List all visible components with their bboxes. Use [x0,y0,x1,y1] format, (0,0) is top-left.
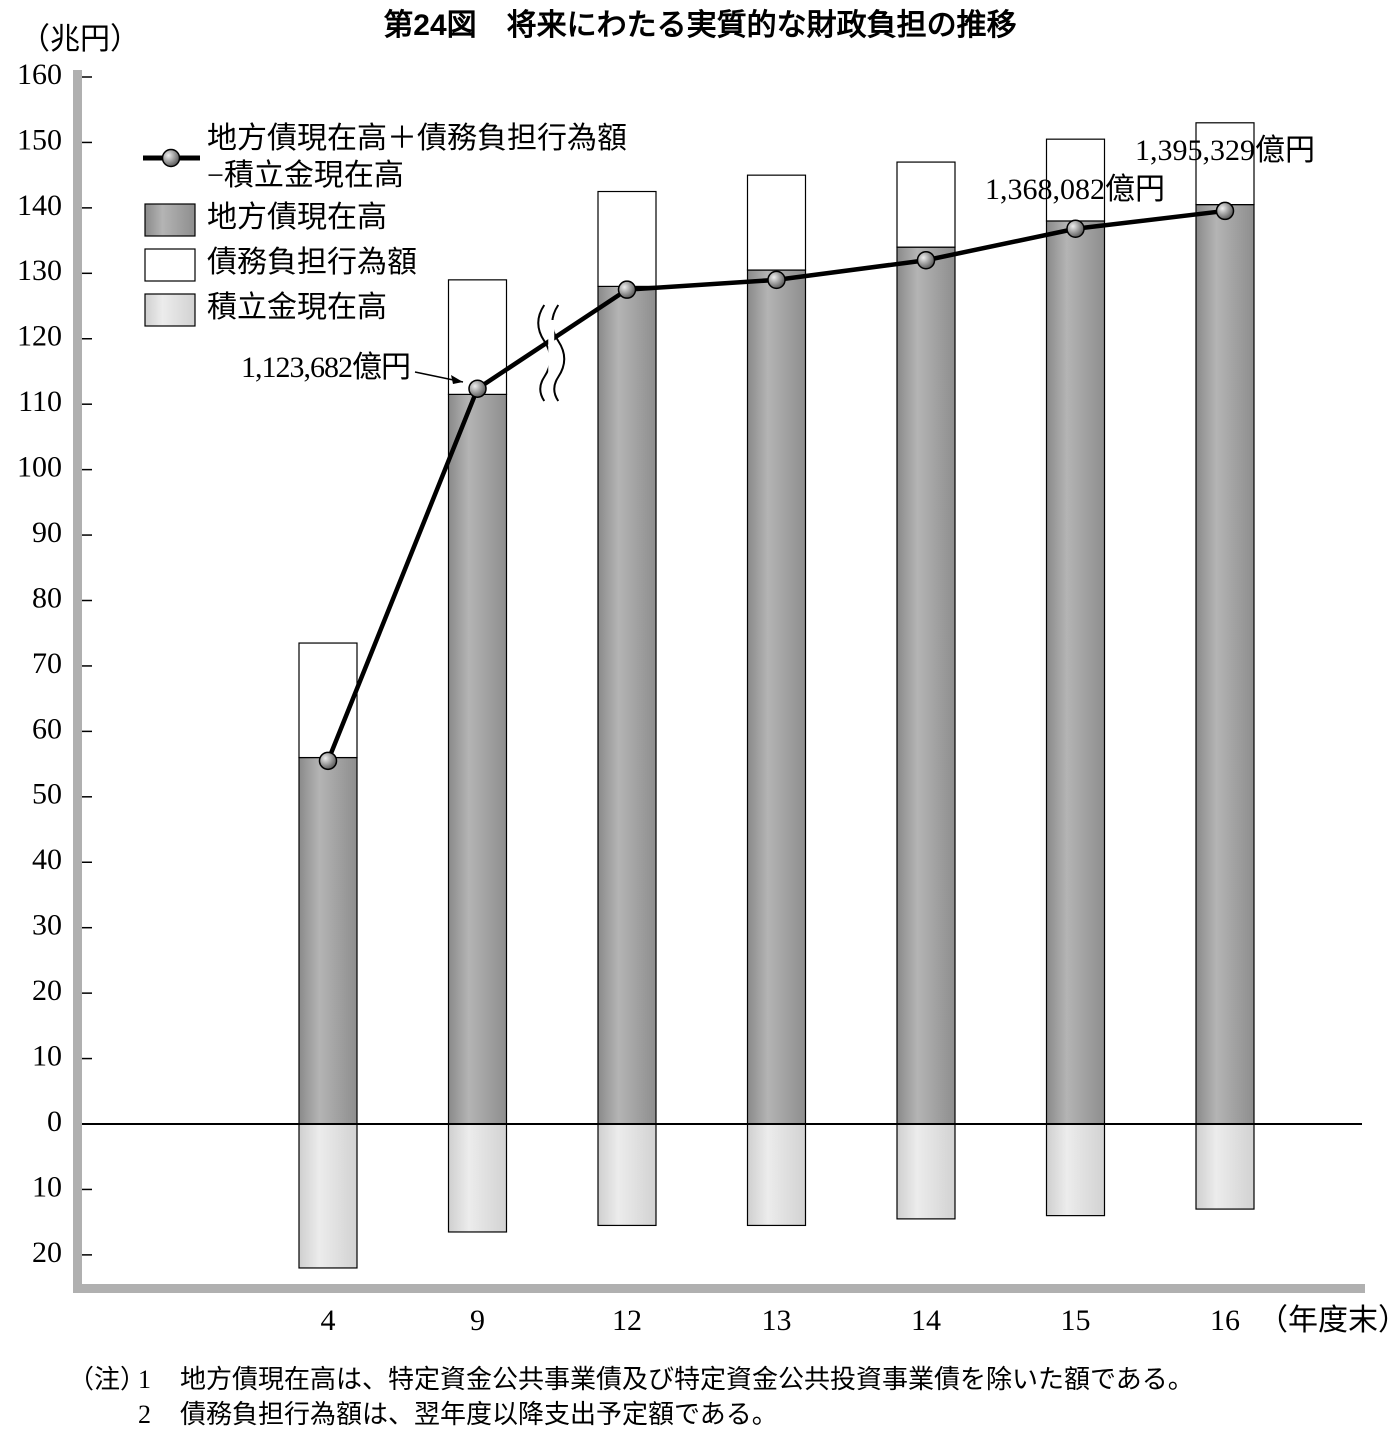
bar-segment [1045,220,1106,1125]
bar-segment [746,1123,807,1227]
y-unit: （兆円） [20,23,140,56]
x-tick-label: 9 [470,1304,485,1337]
marker [1215,201,1235,221]
bar-segment [1195,1123,1255,1210]
bar-segment [1195,122,1255,206]
bar-segment [896,1123,956,1220]
y-tick-label: 10 [32,1170,62,1203]
y-tick-label: 80 [32,581,62,614]
axis-break-gap [548,320,555,380]
legend-label: 積立金現在高 [207,291,387,324]
y-tick-label: 0 [47,1105,62,1138]
y-tick-label: 60 [32,712,62,745]
y-axis-frame [73,70,82,1292]
legend-swatch [144,248,196,282]
y-tick-label: 160 [17,58,62,91]
x-tick-label: 15 [1061,1304,1091,1337]
note-text: 債務負担行為額は、翌年度以降支出予定額である。 [180,1400,778,1429]
x-tick-label: 16 [1210,1304,1240,1337]
x-unit: （年度末） [1258,1304,1400,1337]
x-axis-frame [73,1284,1365,1293]
marker [318,751,338,771]
bar-segment [896,161,956,248]
marker [617,280,637,299]
y-tick-label: 130 [17,254,62,287]
y-tick-label: 110 [18,385,62,418]
bar-segment [298,642,358,759]
notes-label: （注） [68,1365,146,1394]
legend-label: 地方債現在高＋債務負担行為額 −積立金現在高 [207,122,627,192]
legend-label: 債務負担行為額 [207,246,417,279]
marker [468,379,487,398]
legend-marker [161,148,181,168]
y-tick-label: 120 [17,320,62,353]
bar-segment [1195,204,1255,1125]
legend-swatch [144,203,196,237]
marker [767,270,786,290]
y-tick-label: 10 [32,1039,62,1072]
bar-segment [298,1123,358,1269]
bar-segment [298,756,358,1125]
y-tick-label: 30 [32,909,62,942]
bar-segment [1045,138,1106,222]
chart-title: 第24図 将来にわたる実質的な財政負担の推移 [383,8,1016,42]
y-tick-label: 20 [32,974,62,1007]
x-tick-label: 13 [762,1304,792,1337]
marker [916,250,936,270]
note-number: 1 [138,1365,151,1394]
y-tick-label: 40 [32,843,62,876]
bar-segment [1045,1123,1106,1217]
y-tick-label: 20 [32,1236,62,1269]
y-tick-label: 140 [17,189,62,222]
bar-segment [597,1123,657,1227]
data-label: 1,395,329億円 [1135,134,1315,167]
y-tick-label: 70 [32,647,62,680]
y-tick-label: 150 [17,123,62,156]
data-label: 1,123,682億円 [241,351,410,384]
label-arrowhead [451,375,463,384]
x-tick-label: 4 [321,1304,336,1337]
bar-segment [597,285,657,1125]
bar-segment [746,269,807,1125]
legend-label: 地方債現在高 [207,201,387,234]
note-number: 2 [138,1400,151,1429]
y-tick-label: 100 [17,451,62,484]
bar-segment [597,190,657,288]
y-tick-label: 90 [32,516,62,549]
bar-segment [896,246,956,1125]
bar-segment [746,174,807,271]
bar-segment [447,393,508,1125]
bar-segment [447,1123,508,1233]
y-tick-label: 50 [32,778,62,811]
legend-swatch [144,293,196,327]
data-label: 1,368,082億円 [985,173,1165,206]
x-tick-label: 12 [612,1304,642,1337]
note-text: 地方債現在高は、特定資金公共事業債及び特定資金公共投資事業債を除いた額である。 [180,1365,1194,1394]
marker [1066,219,1085,239]
x-tick-label: 14 [911,1304,941,1337]
